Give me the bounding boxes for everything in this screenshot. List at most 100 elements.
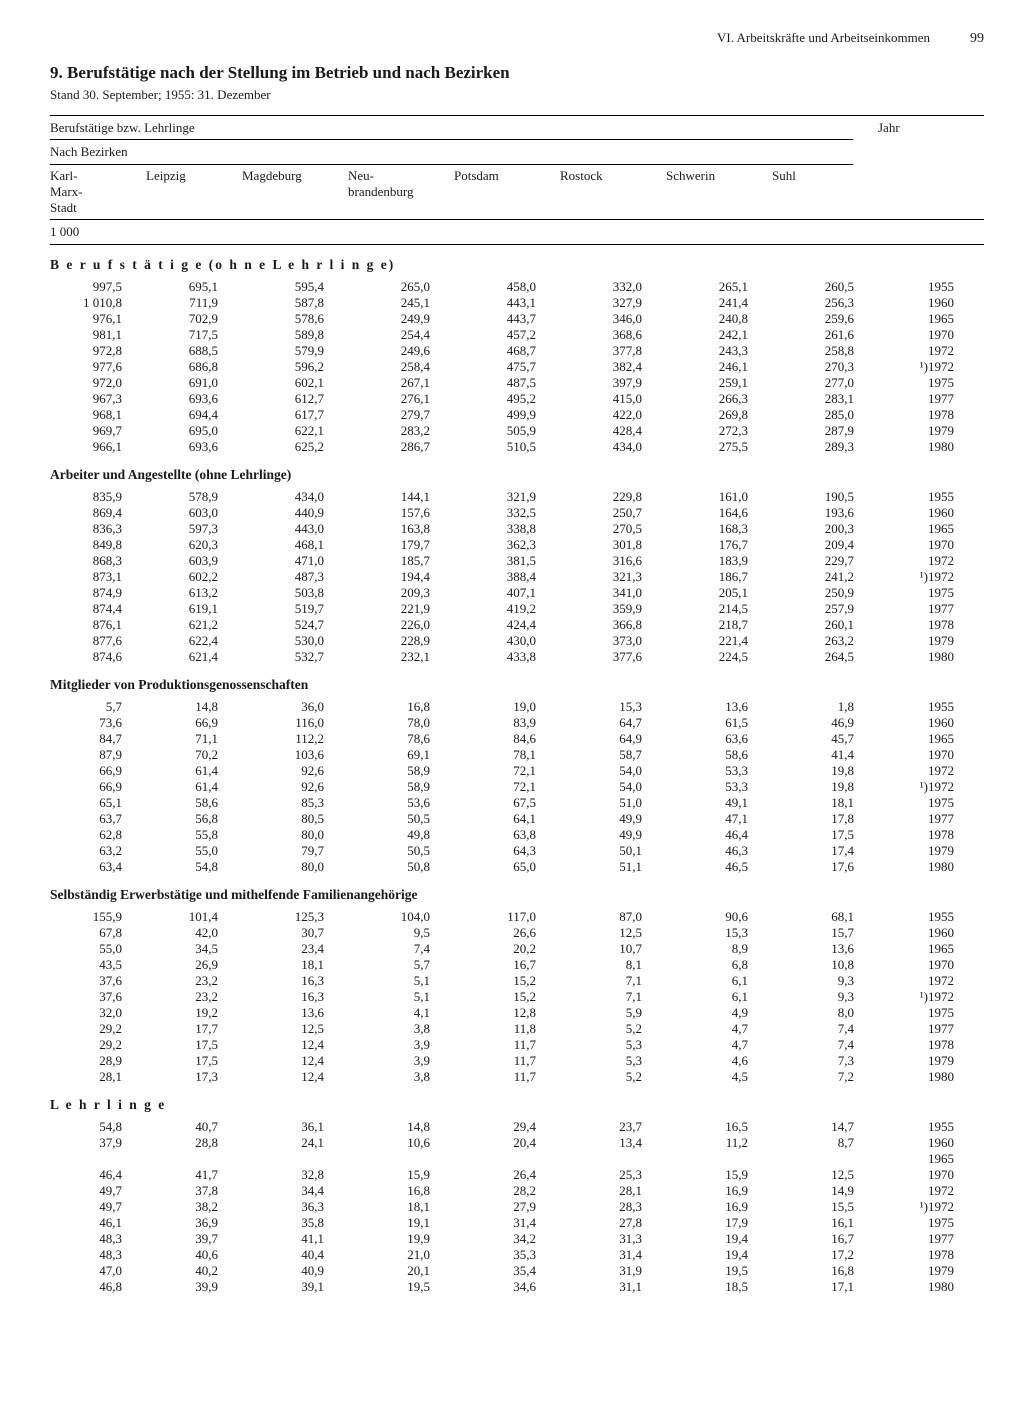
- cell: 31,9: [560, 1263, 660, 1279]
- cell: 28,8: [146, 1135, 236, 1151]
- cell: 316,6: [560, 553, 660, 569]
- cell: 55,0: [50, 941, 140, 957]
- cell: 32,8: [242, 1167, 342, 1183]
- cell: 603,0: [146, 505, 236, 521]
- table-row: 29,217,512,43,911,75,34,77,41978: [50, 1037, 984, 1053]
- head-jahr: Jahr: [878, 120, 958, 136]
- cell: 103,6: [242, 747, 342, 763]
- table-row: 55,034,523,47,420,210,78,913,61965: [50, 941, 984, 957]
- table-row: 869,4603,0440,9157,6332,5250,7164,6193,6…: [50, 505, 984, 521]
- cell: 3,9: [348, 1053, 448, 1069]
- cell: 283,1: [772, 391, 872, 407]
- cell: 13,6: [242, 1005, 342, 1021]
- year-cell: 1965: [878, 941, 958, 957]
- cell: 112,2: [242, 731, 342, 747]
- year-cell: ¹)1972: [878, 569, 958, 585]
- cell: 702,9: [146, 311, 236, 327]
- cell: 39,7: [146, 1231, 236, 1247]
- cell: 258,4: [348, 359, 448, 375]
- cell: 443,7: [454, 311, 554, 327]
- cell: 37,8: [146, 1183, 236, 1199]
- year-cell: 1960: [878, 925, 958, 941]
- table-row: 32,019,213,64,112,85,94,98,01975: [50, 1005, 984, 1021]
- column-head: Rostock: [560, 168, 660, 216]
- table-row: 66,961,492,658,972,154,053,319,81972: [50, 763, 984, 779]
- cell: 11,7: [454, 1037, 554, 1053]
- cell: 80,0: [242, 827, 342, 843]
- cell: 46,3: [666, 843, 766, 859]
- cell: 18,1: [348, 1199, 448, 1215]
- head-line2: Nach Bezirken: [50, 144, 984, 160]
- cell: 434,0: [560, 439, 660, 455]
- cell: 246,1: [666, 359, 766, 375]
- cell: 15,2: [454, 989, 554, 1005]
- cell: 10,8: [772, 957, 872, 973]
- cell: 72,1: [454, 779, 554, 795]
- cell: 346,0: [560, 311, 660, 327]
- year-cell: 1978: [878, 617, 958, 633]
- table-row: 877,6622,4530,0228,9430,0373,0221,4263,2…: [50, 633, 984, 649]
- cell: 874,9: [50, 585, 140, 601]
- cell: 65,0: [454, 859, 554, 875]
- cell: 51,1: [560, 859, 660, 875]
- cell: 46,4: [666, 827, 766, 843]
- cell: 12,5: [772, 1167, 872, 1183]
- cell: 17,9: [666, 1215, 766, 1231]
- cell: 71,1: [146, 731, 236, 747]
- cell: 5,3: [560, 1053, 660, 1069]
- cell: 397,9: [560, 375, 660, 391]
- cell: 259,1: [666, 375, 766, 391]
- cell: 5,7: [348, 957, 448, 973]
- year-cell: 1965: [878, 731, 958, 747]
- cell: 49,8: [348, 827, 448, 843]
- cell: 15,9: [348, 1167, 448, 1183]
- cell: 368,6: [560, 327, 660, 343]
- year-cell: 1977: [878, 391, 958, 407]
- cell: 168,3: [666, 521, 766, 537]
- cell: 117,0: [454, 909, 554, 925]
- year-cell: 1955: [878, 279, 958, 295]
- cell: 240,8: [666, 311, 766, 327]
- cell: 23,2: [146, 973, 236, 989]
- cell: 37,6: [50, 973, 140, 989]
- cell: 4,7: [666, 1021, 766, 1037]
- cell: 55,0: [146, 843, 236, 859]
- cell: 61,4: [146, 763, 236, 779]
- cell: 185,7: [348, 553, 448, 569]
- cell: 468,1: [242, 537, 342, 553]
- cell: 23,7: [560, 1119, 660, 1135]
- cell: 16,9: [666, 1183, 766, 1199]
- cell: 250,7: [560, 505, 660, 521]
- cell: 505,9: [454, 423, 554, 439]
- cell: 58,9: [348, 779, 448, 795]
- column-head: Schwerin: [666, 168, 766, 216]
- cell: 87,9: [50, 747, 140, 763]
- cell: 471,0: [242, 553, 342, 569]
- cell: 48,3: [50, 1231, 140, 1247]
- cell: 19,1: [348, 1215, 448, 1231]
- cell: 35,4: [454, 1263, 554, 1279]
- year-cell: 1978: [878, 407, 958, 423]
- cell: 69,1: [348, 747, 448, 763]
- section-label: L e h r l i n g e: [50, 1097, 984, 1113]
- cell: 977,6: [50, 359, 140, 375]
- cell: 874,6: [50, 649, 140, 665]
- cell: 267,1: [348, 375, 448, 391]
- cell: 72,1: [454, 763, 554, 779]
- year-cell: ¹)1972: [878, 1199, 958, 1215]
- cell: 269,8: [666, 407, 766, 423]
- cell: 35,8: [242, 1215, 342, 1231]
- column-head: Leipzig: [146, 168, 236, 216]
- year-cell: 1978: [878, 1247, 958, 1263]
- cell: 53,3: [666, 763, 766, 779]
- year-cell: 1972: [878, 973, 958, 989]
- cell: 981,1: [50, 327, 140, 343]
- cell: [560, 1151, 660, 1167]
- cell: 321,3: [560, 569, 660, 585]
- cell: 31,4: [454, 1215, 554, 1231]
- cell: 443,1: [454, 295, 554, 311]
- cell: 31,4: [560, 1247, 660, 1263]
- cell: 6,8: [666, 957, 766, 973]
- cell: 249,9: [348, 311, 448, 327]
- page-number: 99: [970, 31, 984, 47]
